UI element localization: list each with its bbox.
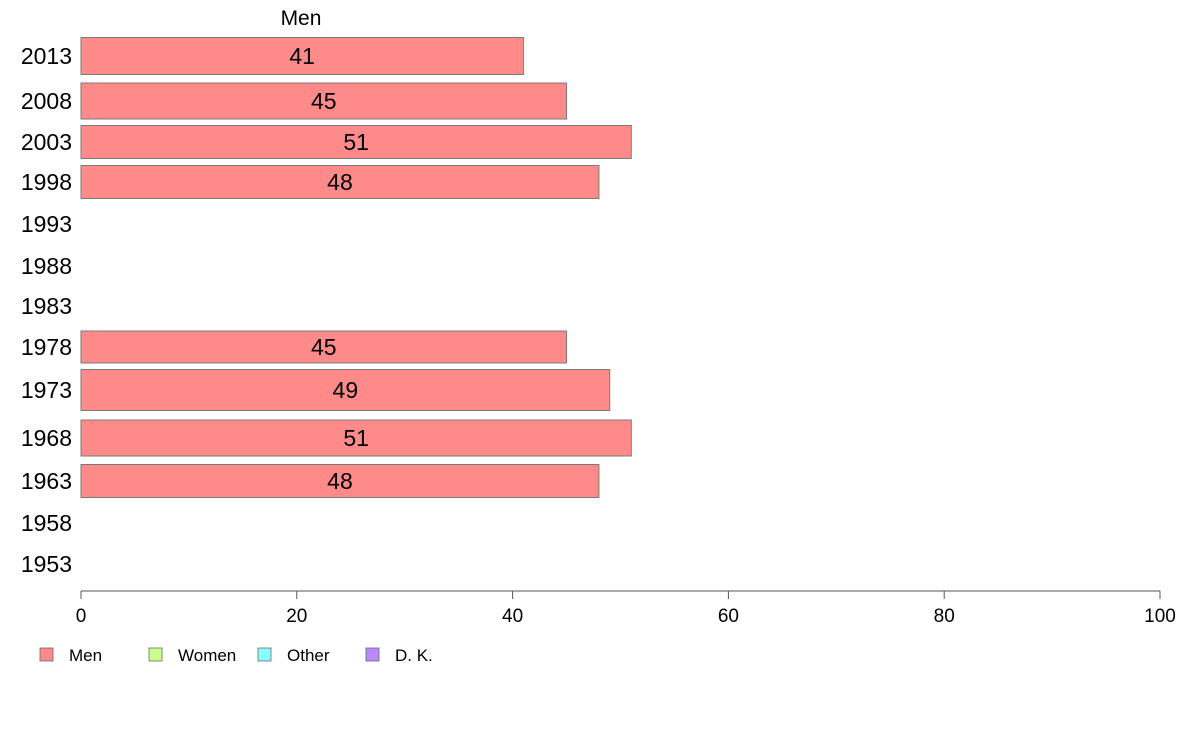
bar-2003 <box>80 125 632 159</box>
y-label-1993: 1993 <box>21 211 72 237</box>
x-tick-label-80: 80 <box>934 606 955 627</box>
y-label-2008: 2008 <box>21 88 72 114</box>
legend-label-men: Men <box>69 646 102 665</box>
legend-swatch-d-k <box>365 647 380 662</box>
y-label-1998: 1998 <box>21 169 72 195</box>
y-label-1973: 1973 <box>21 377 72 403</box>
data-label-1963: 48 <box>327 468 353 494</box>
bar-1973 <box>80 369 611 411</box>
bar-1963 <box>80 464 600 498</box>
y-label-1958: 1958 <box>21 510 72 536</box>
x-tick-label-100: 100 <box>1144 606 1176 627</box>
x-axis: 0 20 40 60 80 100 <box>76 590 1176 627</box>
y-label-1953: 1953 <box>21 551 72 577</box>
data-label-1973: 49 <box>333 377 359 403</box>
y-label-1988: 1988 <box>21 253 72 279</box>
y-label-1963: 1963 <box>21 468 72 494</box>
series-title: Men <box>281 7 322 30</box>
data-label-2008: 45 <box>311 88 337 114</box>
bar-2008 <box>80 82 568 120</box>
x-tick-label-60: 60 <box>718 606 739 627</box>
data-label-2013: 41 <box>289 43 315 69</box>
bar-2013 <box>80 37 524 75</box>
legend-swatch-other <box>257 647 272 662</box>
x-tick-label-0: 0 <box>76 606 87 627</box>
y-label-1978: 1978 <box>21 334 72 360</box>
y-label-1968: 1968 <box>21 425 72 451</box>
y-label-2013: 2013 <box>21 43 72 69</box>
bar-1968 <box>80 419 632 457</box>
data-label-1978: 45 <box>311 334 337 360</box>
bar-1998 <box>80 165 600 199</box>
legend-label-other: Other <box>287 646 330 665</box>
x-tick-label-20: 20 <box>286 606 307 627</box>
y-label-1983: 1983 <box>21 293 72 319</box>
y-axis-labels: 2013 2008 2003 1998 1993 1988 1983 1978 1973 1968… <box>21 43 72 577</box>
legend-swatch-men <box>39 647 54 662</box>
legend-label-d-k: D. K. <box>395 646 433 665</box>
bar-1978 <box>80 330 568 364</box>
y-label-2003: 2003 <box>21 129 72 155</box>
legend-swatch-women <box>148 647 163 662</box>
x-tick-label-40: 40 <box>502 606 523 627</box>
legend-label-women: Women <box>178 646 236 665</box>
legend: Men Women Other D. K. <box>39 646 433 665</box>
data-label-1968: 51 <box>343 425 369 451</box>
data-label-1998: 48 <box>327 169 353 195</box>
data-label-2003: 51 <box>343 129 369 155</box>
